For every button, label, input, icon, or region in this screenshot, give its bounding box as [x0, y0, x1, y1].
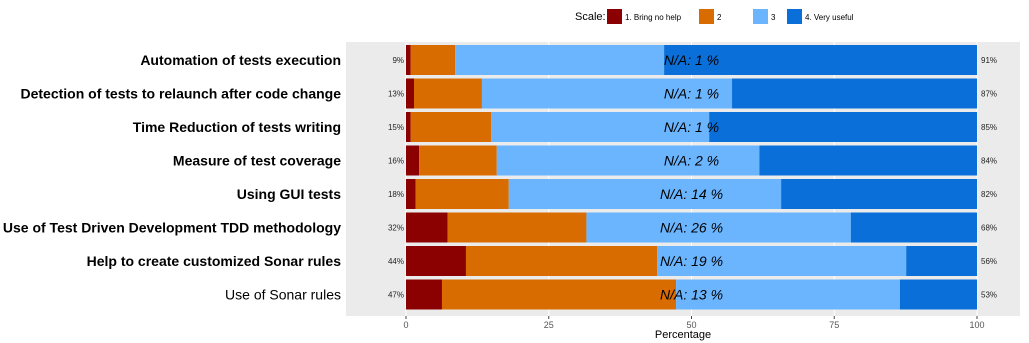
- bar-6-seg-very-useful: [850, 212, 977, 243]
- right-percent-label: 82%: [981, 190, 997, 199]
- bar-1-seg-3: [455, 45, 665, 75]
- legend-label-2: 2: [717, 13, 722, 22]
- x-tick-label: 0: [403, 320, 408, 330]
- bar-8-seg-bring-no-help: [406, 279, 442, 310]
- na-label: N/A: 13 %: [660, 287, 723, 303]
- x-tick-label: 50: [686, 320, 696, 330]
- category-label: Measure of test coverage: [173, 153, 341, 169]
- left-percent-label: 9%: [392, 56, 404, 65]
- bar-2-seg-2: [413, 78, 482, 109]
- bar-5-seg-very-useful: [781, 179, 977, 209]
- bar-4-seg-very-useful: [759, 145, 977, 176]
- legend-label-1: 1. Bring no help: [625, 13, 682, 22]
- category-label: Use of Test Driven Development TDD metho…: [3, 220, 341, 236]
- legend: Scale: 1. Bring no help 2 3 4. Very useful: [575, 9, 854, 24]
- bar-2-seg-very-useful: [732, 78, 977, 109]
- left-percent-label: 13%: [388, 90, 404, 99]
- right-percent-label: 85%: [981, 123, 997, 132]
- bars-layer: [406, 45, 977, 310]
- category-label: Use of Sonar rules: [225, 287, 341, 303]
- bar-7-seg-2: [465, 246, 658, 276]
- left-percent-label: 44%: [388, 257, 404, 266]
- na-label: N/A: 19 %: [660, 253, 723, 269]
- right-percent-label: 56%: [981, 257, 997, 266]
- category-label: Help to create customized Sonar rules: [87, 253, 342, 269]
- legend-title: Scale:: [575, 11, 606, 23]
- bar-1-seg-bring-no-help: [406, 45, 411, 75]
- left-percent-label: 18%: [388, 190, 404, 199]
- left-percent-label: 47%: [388, 291, 404, 300]
- category-label: Detection of tests to relaunch after cod…: [20, 86, 341, 102]
- labels-layer: Automation of tests execution 9% 91% N/A: 1…: [3, 52, 997, 303]
- bar-1-seg-very-useful: [664, 45, 977, 75]
- bar-4-seg-bring-no-help: [406, 145, 420, 176]
- bar-8-seg-very-useful: [899, 279, 977, 310]
- x-tick-label: 75: [829, 320, 839, 330]
- bar-3-seg-3: [491, 112, 710, 142]
- legend-key-1: [607, 9, 622, 24]
- x-tick-label: 25: [544, 320, 554, 330]
- bar-4-seg-3: [496, 145, 760, 176]
- bar-2-seg-bring-no-help: [406, 78, 414, 109]
- na-label: N/A: 26 %: [660, 220, 723, 236]
- left-percent-label: 15%: [388, 123, 404, 132]
- legend-label-3: 3: [771, 13, 776, 22]
- bar-8-seg-2: [441, 279, 677, 310]
- bar-3-seg-bring-no-help: [406, 112, 411, 142]
- bar-3-seg-2: [410, 112, 492, 142]
- left-percent-label: 32%: [388, 224, 404, 233]
- right-percent-label: 68%: [981, 224, 997, 233]
- na-label: N/A: 1 %: [664, 86, 719, 102]
- bar-6-seg-bring-no-help: [406, 212, 448, 243]
- legend-key-4: [787, 9, 802, 24]
- bar-1-seg-2: [410, 45, 456, 75]
- na-label: N/A: 1 %: [664, 52, 719, 68]
- bar-7-seg-very-useful: [906, 246, 977, 276]
- bar-8-seg-3: [676, 279, 900, 310]
- x-axis: 0 25 50 75 100 Percentage: [403, 316, 985, 341]
- bar-5-seg-3: [508, 179, 782, 209]
- bar-3-seg-very-useful: [709, 112, 977, 142]
- x-axis-title: Percentage: [655, 329, 711, 341]
- legend-label-4: 4. Very useful: [805, 13, 854, 22]
- right-percent-label: 91%: [981, 56, 997, 65]
- bar-2-seg-3: [481, 78, 733, 109]
- right-percent-label: 84%: [981, 157, 997, 166]
- na-label: N/A: 1 %: [664, 119, 719, 135]
- bar-6-seg-2: [447, 212, 587, 243]
- na-label: N/A: 2 %: [664, 153, 719, 169]
- bar-6-seg-3: [586, 212, 851, 243]
- bar-5-seg-2: [415, 179, 509, 209]
- legend-key-3: [753, 9, 768, 24]
- bar-5-seg-bring-no-help: [406, 179, 416, 209]
- legend-key-2: [699, 9, 714, 24]
- left-percent-label: 16%: [388, 157, 404, 166]
- bar-4-seg-2: [419, 145, 497, 176]
- na-label: N/A: 14 %: [660, 186, 723, 202]
- x-tick-label: 100: [969, 320, 984, 330]
- bar-7-seg-3: [657, 246, 907, 276]
- category-label: Time Reduction of tests writing: [133, 119, 341, 135]
- bar-7-seg-bring-no-help: [406, 246, 466, 276]
- right-percent-label: 53%: [981, 291, 997, 300]
- category-label: Using GUI tests: [237, 186, 341, 202]
- category-label: Automation of tests execution: [140, 52, 341, 68]
- right-percent-label: 87%: [981, 90, 997, 99]
